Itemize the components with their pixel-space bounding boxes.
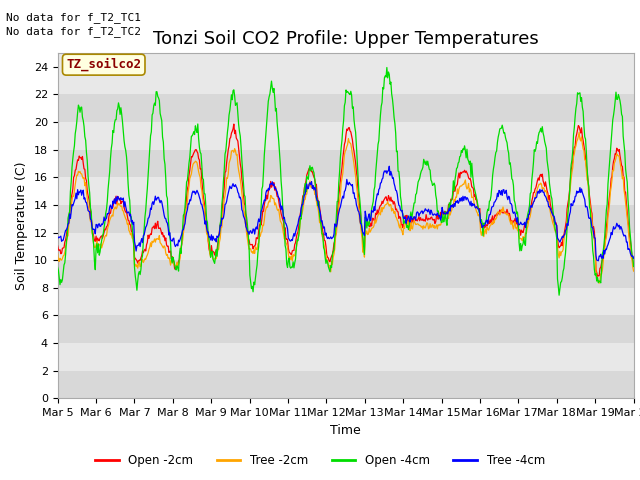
Open -4cm (383, 65, 390, 71)
Bar (58, 205, 634, 232)
Tree -4cm (385, 163, 393, 169)
Line: Tree -4cm: Tree -4cm (58, 166, 634, 261)
Tree -4cm (182, 214, 189, 220)
Bar (58, 177, 634, 205)
Tree -4cm (64, 221, 72, 227)
Open -2cm (212, 248, 220, 253)
Open -4cm (54, 264, 61, 270)
Open -4cm (630, 264, 637, 269)
Open -2cm (230, 121, 237, 127)
Open -4cm (124, 164, 131, 170)
Bar (58, 150, 634, 177)
Text: TZ_soilco2: TZ_soilco2 (67, 58, 141, 72)
Y-axis label: Soil Temperature (C): Soil Temperature (C) (15, 161, 28, 290)
Bar (58, 232, 634, 260)
Open -2cm (594, 274, 602, 279)
Bar (58, 288, 634, 315)
Tree -4cm (433, 210, 441, 216)
Title: Tonzi Soil CO2 Profile: Upper Temperatures: Tonzi Soil CO2 Profile: Upper Temperatur… (153, 30, 538, 48)
Tree -4cm (630, 255, 637, 261)
Bar (58, 67, 634, 94)
Tree -4cm (124, 210, 131, 216)
Line: Open -4cm: Open -4cm (58, 68, 634, 295)
Tree -4cm (595, 258, 602, 264)
Tree -4cm (417, 210, 424, 216)
Legend: Open -2cm, Tree -2cm, Open -4cm, Tree -4cm: Open -2cm, Tree -2cm, Open -4cm, Tree -4… (90, 449, 550, 472)
Open -4cm (182, 193, 189, 199)
Tree -2cm (575, 129, 583, 135)
Bar (58, 122, 634, 150)
Bar (58, 315, 634, 343)
Tree -2cm (595, 280, 603, 286)
Tree -4cm (212, 239, 220, 245)
Line: Tree -2cm: Tree -2cm (58, 132, 634, 283)
Bar (58, 260, 634, 288)
Open -2cm (433, 212, 441, 218)
Line: Open -2cm: Open -2cm (58, 124, 634, 276)
Bar (58, 94, 634, 122)
Open -2cm (182, 205, 189, 211)
Open -2cm (124, 213, 131, 218)
Open -4cm (417, 171, 424, 177)
Tree -4cm (54, 236, 61, 241)
Open -4cm (433, 208, 441, 214)
Bar (58, 371, 634, 398)
Tree -2cm (416, 223, 424, 228)
Text: No data for f_T2_TC1: No data for f_T2_TC1 (6, 12, 141, 23)
Open -2cm (417, 215, 424, 220)
Tree -2cm (630, 268, 637, 274)
Open -2cm (630, 263, 637, 269)
Tree -2cm (124, 221, 131, 227)
Tree -2cm (212, 256, 220, 262)
Open -4cm (64, 216, 72, 221)
Open -2cm (64, 224, 72, 230)
Tree -2cm (64, 233, 72, 239)
Tree -2cm (433, 222, 440, 228)
Bar (58, 343, 634, 371)
Open -4cm (212, 246, 220, 252)
Tree -2cm (182, 205, 189, 211)
Open -4cm (556, 292, 563, 298)
Tree -2cm (54, 251, 61, 256)
Open -2cm (54, 243, 61, 249)
X-axis label: Time: Time (330, 424, 361, 437)
Text: No data for f_T2_TC2: No data for f_T2_TC2 (6, 26, 141, 37)
